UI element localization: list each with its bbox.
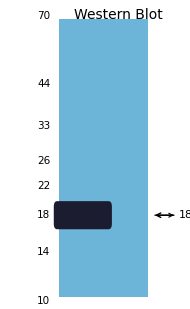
Text: 26: 26 bbox=[37, 156, 50, 166]
Text: 18: 18 bbox=[37, 210, 50, 220]
Text: 44: 44 bbox=[37, 79, 50, 89]
FancyBboxPatch shape bbox=[54, 201, 112, 229]
Text: Western Blot: Western Blot bbox=[74, 8, 163, 22]
Text: kDa: kDa bbox=[6, 0, 25, 2]
Text: 70: 70 bbox=[37, 11, 50, 21]
Text: 22: 22 bbox=[37, 181, 50, 191]
Text: 10: 10 bbox=[37, 296, 50, 307]
Text: 33: 33 bbox=[37, 121, 50, 131]
Bar bbox=[59, 19, 148, 297]
Text: 14: 14 bbox=[37, 247, 50, 257]
Text: 18kDa: 18kDa bbox=[179, 210, 190, 220]
